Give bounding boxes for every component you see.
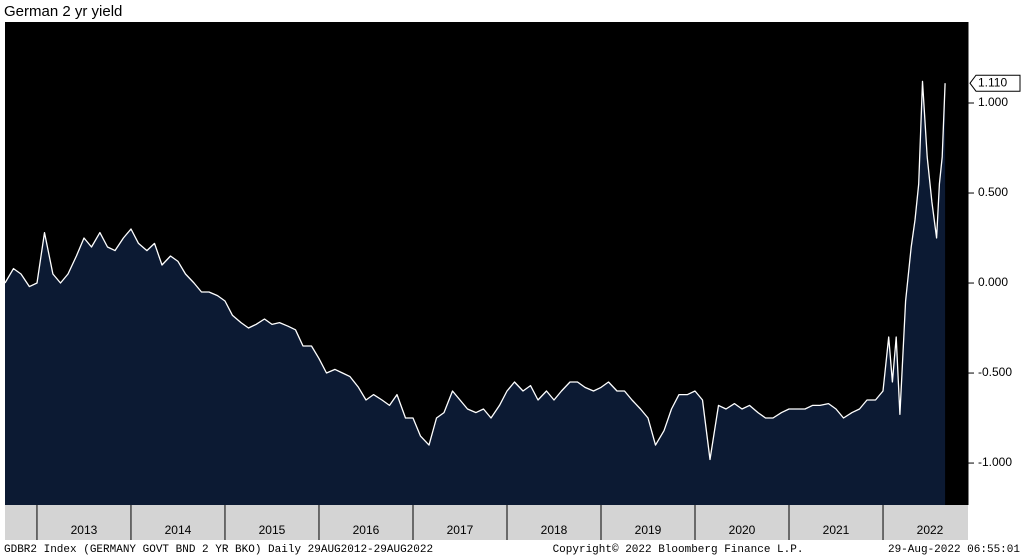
- x-tick-label: 2018: [541, 523, 568, 537]
- chart-title: German 2 yr yield: [4, 3, 122, 20]
- footer-left: GDBR2 Index (GERMANY GOVT BND 2 YR BKO) …: [4, 544, 433, 556]
- x-tick-label: 2013: [71, 523, 98, 537]
- x-tick-label: 2020: [729, 523, 756, 537]
- x-tick-label: 2021: [823, 523, 850, 537]
- last-value-label: 1.110: [978, 75, 1007, 89]
- last-value-box: [969, 74, 1021, 92]
- y-tick-label: 1.000: [978, 95, 1008, 109]
- x-axis-band: [5, 505, 968, 540]
- x-tick-label: 2014: [165, 523, 192, 537]
- x-tick-label: 2015: [259, 523, 286, 537]
- x-tick-label: 2022: [917, 523, 944, 537]
- footer-center: Copyright© 2022 Bloomberg Finance L.P.: [553, 544, 804, 556]
- x-tick-label: 2019: [635, 523, 662, 537]
- y-tick-label: -1.000: [978, 455, 1012, 469]
- y-tick-label: -0.500: [978, 365, 1012, 379]
- x-tick-label: 2016: [353, 523, 380, 537]
- y-tick-label: 0.500: [978, 185, 1008, 199]
- area-fill: [5, 81, 946, 506]
- x-tick-label: 2017: [447, 523, 474, 537]
- yield-line: [4, 80, 946, 461]
- y-tick-label: 0.000: [978, 275, 1008, 289]
- footer-right: 29-Aug-2022 06:55:01: [888, 544, 1020, 556]
